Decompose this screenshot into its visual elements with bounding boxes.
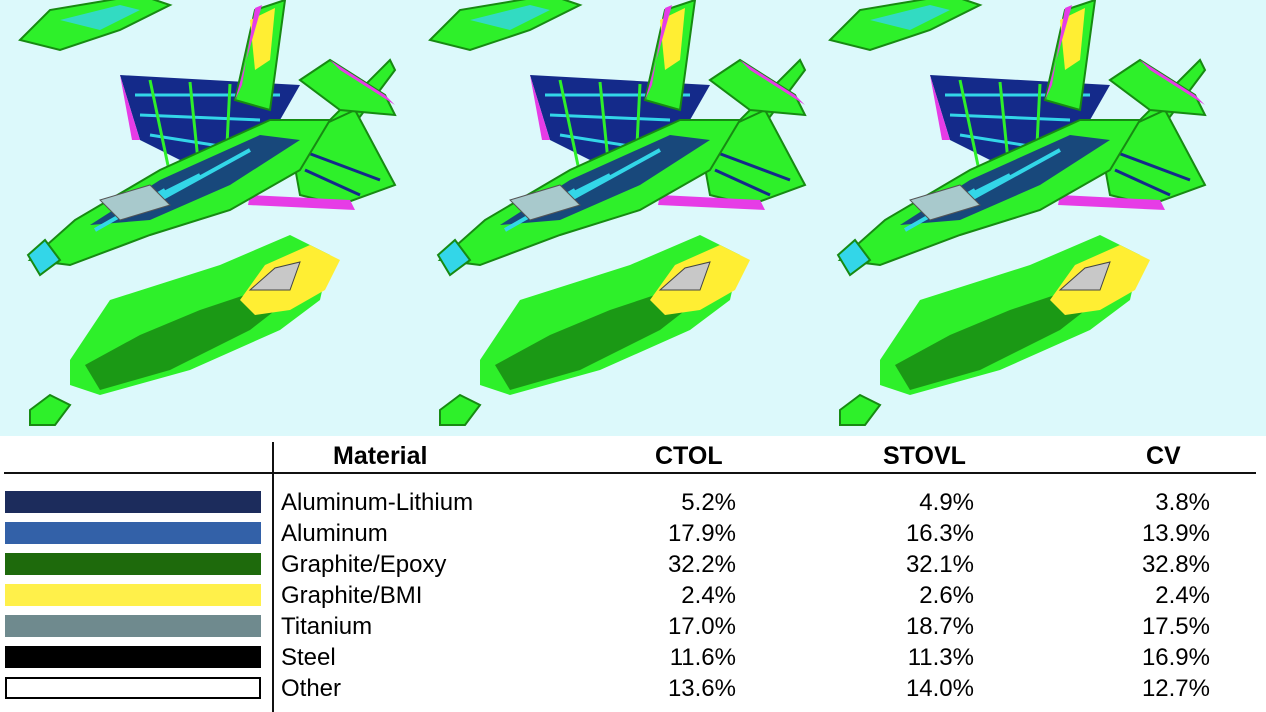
table-row: Other 13.6% 14.0% 12.7%	[0, 673, 1266, 704]
legend-swatch	[5, 615, 261, 637]
table-row: Graphite/Epoxy 32.2% 32.1% 32.8%	[0, 549, 1266, 580]
stovl-value: 18.7%	[905, 613, 974, 640]
material-name: Aluminum	[281, 520, 388, 547]
ctol-value: 13.6%	[667, 675, 736, 702]
stovl-value: 4.9%	[919, 489, 974, 516]
ctol-value: 32.2%	[667, 551, 736, 578]
cv-value: 16.9%	[1141, 644, 1210, 671]
aircraft-stovl	[428, 0, 807, 427]
legend-swatch	[5, 646, 261, 668]
material-name: Steel	[281, 644, 336, 671]
aircraft-cv	[828, 0, 1207, 427]
material-name: Graphite/Epoxy	[281, 551, 447, 578]
stovl-value: 32.1%	[905, 551, 974, 578]
legend-swatch	[5, 522, 261, 544]
table-divider-horizontal	[4, 472, 1256, 474]
cv-value: 2.4%	[1155, 582, 1210, 609]
header-cv: CV	[1146, 442, 1181, 470]
legend-swatch	[5, 491, 261, 513]
stovl-value: 2.6%	[919, 582, 974, 609]
legend-swatch	[5, 677, 261, 699]
aircraft-illustrations	[0, 0, 1266, 436]
legend-swatch	[5, 553, 261, 575]
cv-value: 13.9%	[1141, 520, 1210, 547]
table-row: Aluminum 17.9% 16.3% 13.9%	[0, 518, 1266, 549]
ctol-value: 17.0%	[667, 613, 736, 640]
stovl-value: 14.0%	[905, 675, 974, 702]
material-name: Other	[281, 675, 342, 702]
stovl-value: 16.3%	[905, 520, 974, 547]
ctol-value: 17.9%	[667, 520, 736, 547]
header-ctol: CTOL	[655, 442, 723, 470]
stovl-value: 11.3%	[907, 644, 974, 671]
aircraft-ctol	[18, 0, 397, 427]
table-row: Titanium 17.0% 18.7% 17.5%	[0, 611, 1266, 642]
legend-swatch	[5, 584, 261, 606]
cv-value: 32.8%	[1141, 551, 1210, 578]
table-row: Aluminum-Lithium 5.2% 4.9% 3.8%	[0, 487, 1266, 518]
table-row: Steel 11.6% 11.3% 16.9%	[0, 642, 1266, 673]
material-name: Titanium	[281, 613, 373, 640]
cv-value: 12.7%	[1141, 675, 1210, 702]
ctol-value: 5.2%	[681, 489, 736, 516]
ctol-value: 11.6%	[669, 644, 736, 671]
header-material: Material	[333, 442, 428, 470]
cv-value: 17.5%	[1141, 613, 1210, 640]
table-divider-vertical	[272, 442, 274, 712]
material-name: Aluminum-Lithium	[281, 489, 474, 516]
table-row: Graphite/BMI 2.4% 2.6% 2.4%	[0, 580, 1266, 611]
aircraft-illustrations-svg	[18, 0, 1207, 427]
material-name: Graphite/BMI	[281, 582, 423, 609]
cv-value: 3.8%	[1155, 489, 1210, 516]
ctol-value: 2.4%	[681, 582, 736, 609]
header-stovl: STOVL	[883, 442, 966, 470]
